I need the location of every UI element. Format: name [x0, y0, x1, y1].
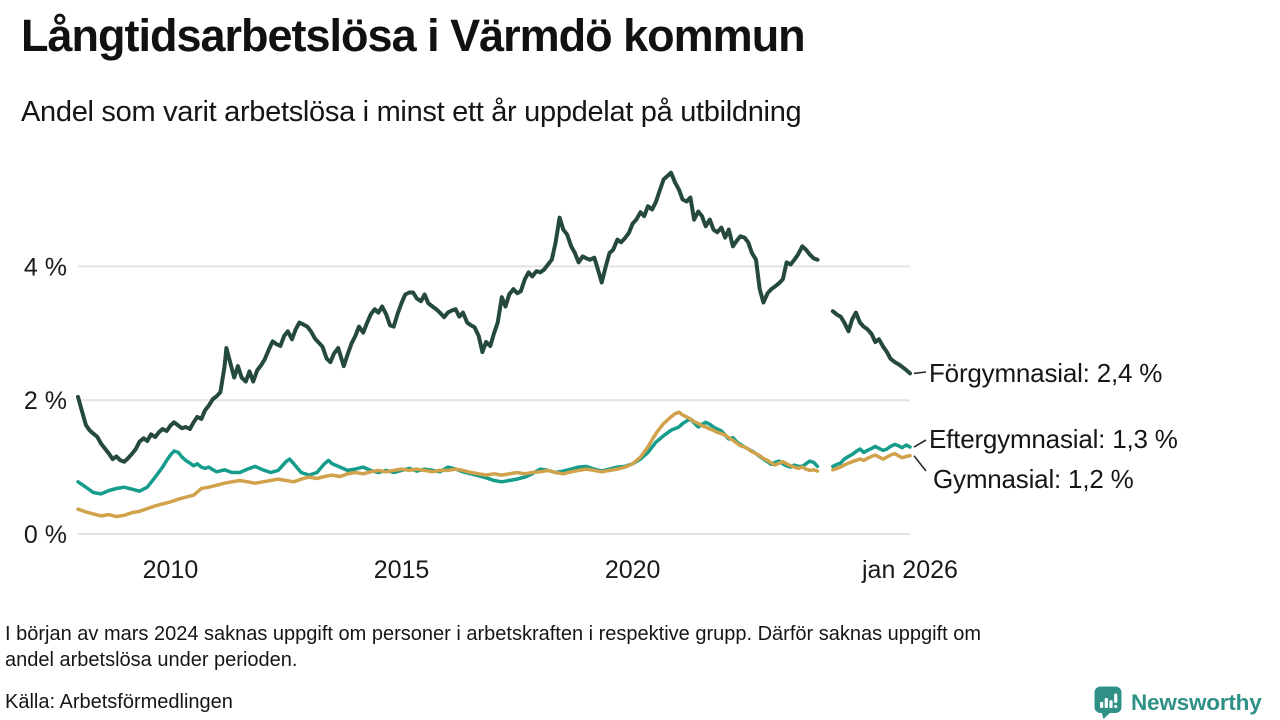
series-end-label-gymnasial: Gymnasial: 1,2 % — [933, 464, 1134, 494]
footnote-line-2: andel arbetslösa under perioden. — [5, 649, 298, 671]
newsworthy-logo[interactable]: Newsworthy — [1094, 686, 1262, 719]
series-line-förgymnasial — [830, 309, 912, 376]
gridlines — [78, 265, 910, 535]
series-end-label-forgymnasial: Förgymnasial: 2,4 % — [929, 358, 1163, 388]
series-line-eftergymnasial — [831, 442, 912, 469]
annotation-connector — [913, 455, 927, 472]
series-line-gymnasial — [831, 451, 912, 472]
newsworthy-wordmark: Newsworthy — [1131, 689, 1262, 715]
x-tick-label: jan 2026 — [861, 556, 958, 584]
series-lines — [76, 170, 912, 519]
x-tick-label: 2010 — [143, 556, 199, 584]
newsworthy-speech-bubble-bar-chart-icon — [1094, 686, 1122, 719]
annotation-connector — [913, 439, 927, 448]
annotation-connector — [913, 371, 927, 375]
series-line-förgymnasial — [76, 170, 820, 464]
page-title: Långtidsarbetslösa i Värmdö kommun — [21, 10, 806, 61]
x-tick-label: 2020 — [605, 556, 661, 584]
footnote-line-1: I början av mars 2024 saknas uppgift om … — [5, 623, 982, 645]
series-line-gymnasial — [76, 410, 820, 519]
x-axis-tick-labels: 2010 2015 2020 jan 2026 — [143, 556, 958, 584]
y-tick-label: 2 % — [24, 387, 67, 415]
x-tick-label: 2015 — [374, 556, 430, 584]
y-tick-label: 0 % — [24, 521, 67, 549]
y-tick-label: 4 % — [24, 253, 67, 281]
page-subtitle: Andel som varit arbetslösa i minst ett å… — [21, 96, 802, 128]
series-end-label-eftergymnasial: Eftergymnasial: 1,3 % — [929, 424, 1178, 454]
footnote: I början av mars 2024 saknas uppgift om … — [5, 621, 981, 673]
annotation-connectors — [913, 371, 927, 472]
y-axis-tick-labels: 0 % 2 % 4 % — [24, 253, 67, 549]
source-text: Källa: Arbetsförmedlingen — [5, 691, 233, 713]
